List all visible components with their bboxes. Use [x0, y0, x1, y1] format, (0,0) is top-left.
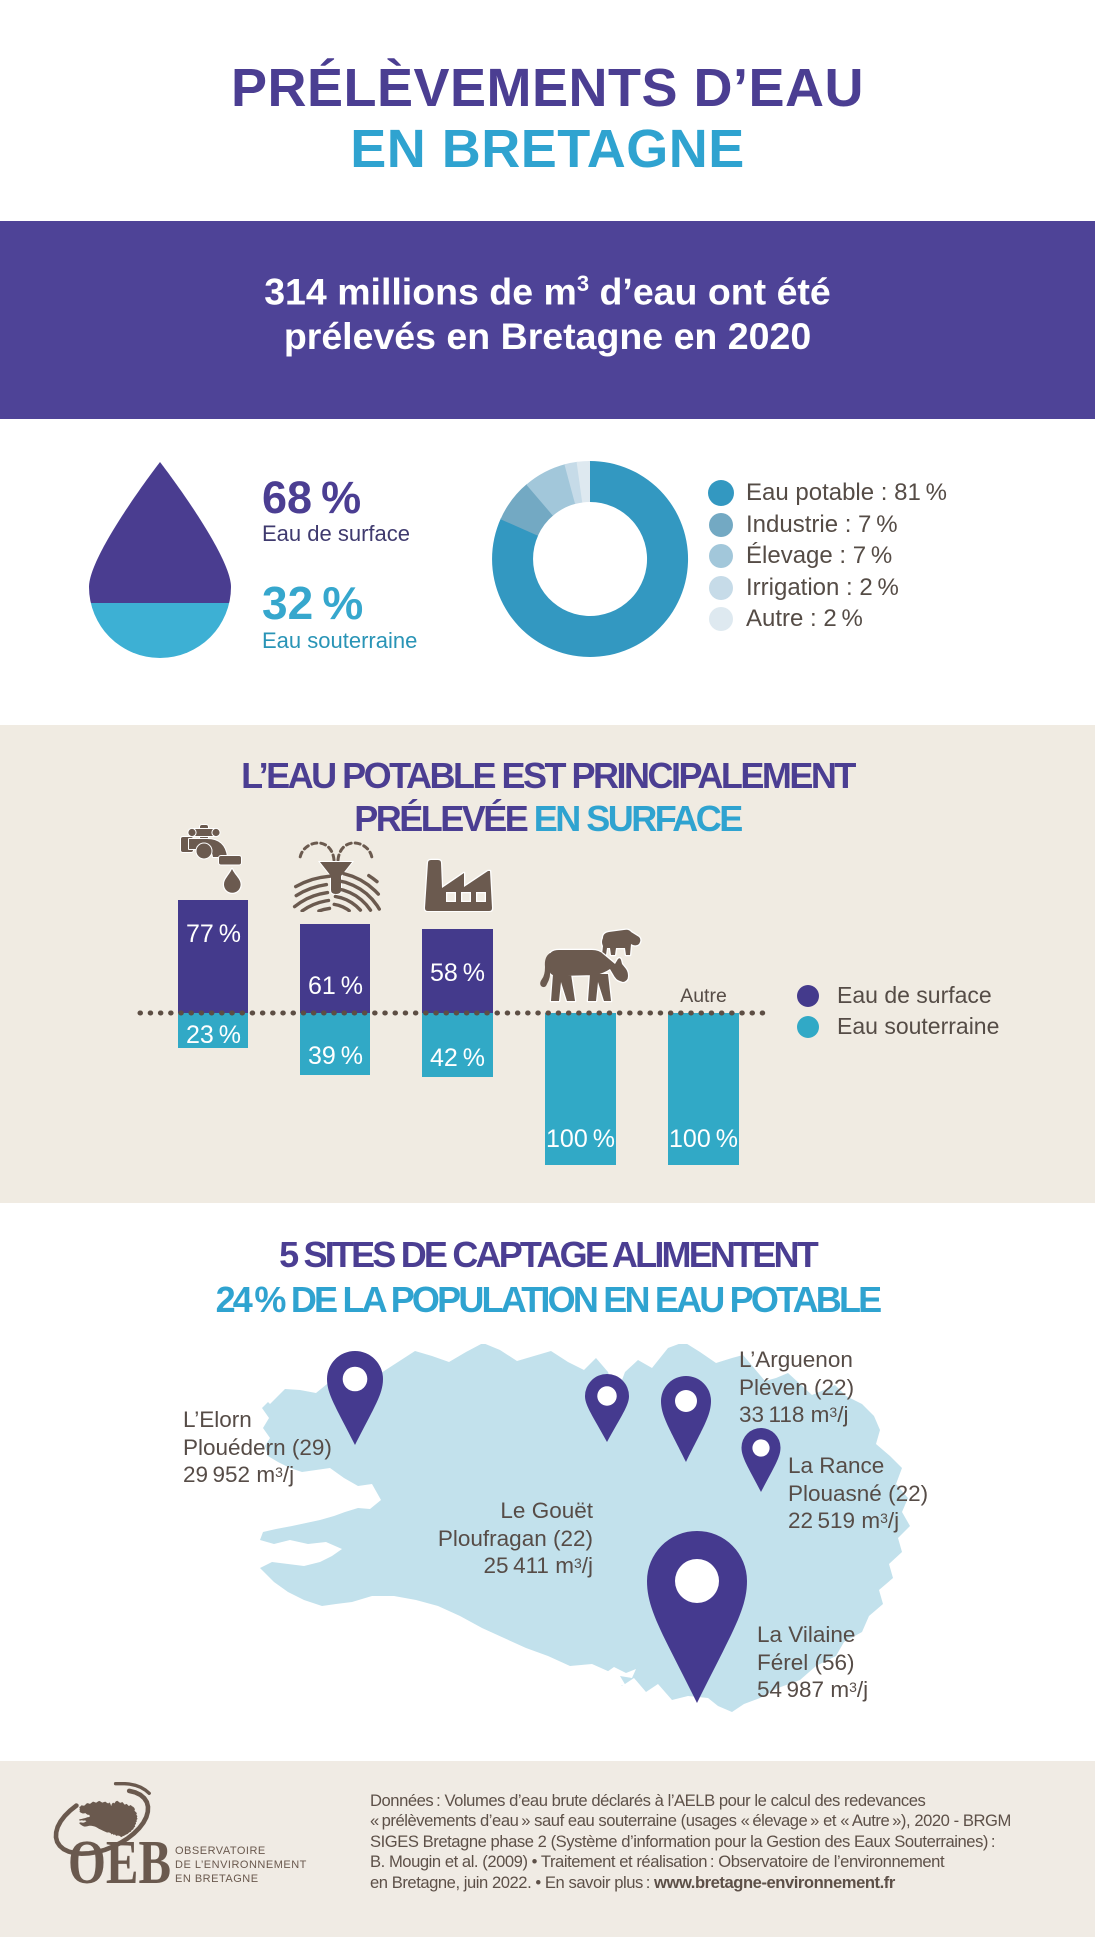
- svg-text:OBSERVATOIRE: OBSERVATOIRE: [175, 1845, 266, 1857]
- svg-text:DE L’ENVIRONNEMENT: DE L’ENVIRONNEMENT: [175, 1859, 307, 1871]
- svg-text:EN BRETAGNE: EN BRETAGNE: [175, 1873, 259, 1885]
- svg-text:OEB: OEB: [68, 1829, 171, 1892]
